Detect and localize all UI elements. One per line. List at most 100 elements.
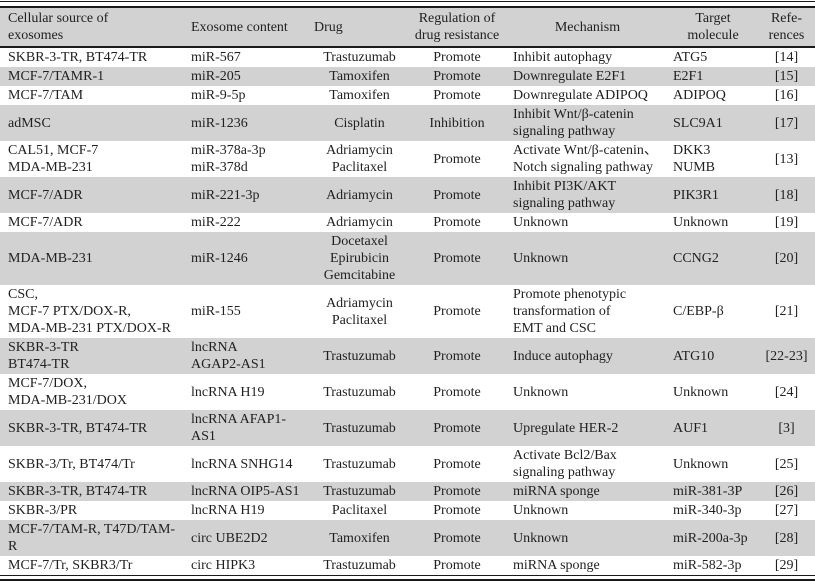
cell-mechanism: Unknown bbox=[513, 503, 569, 518]
cell-source: SKBR-3-TR, BT474-TR bbox=[8, 420, 148, 436]
table-body: SKBR-3-TR, BT474-TR miR-567 Trastuzumab Pro… bbox=[0, 47, 815, 576]
cell-mechanism: miRNA sponge bbox=[513, 558, 600, 573]
cell-mechanism: Promote phenotypic transformation of EMT… bbox=[513, 287, 627, 336]
cell-reference: [28] bbox=[774, 530, 799, 546]
cell-regulation: Inhibition bbox=[429, 115, 485, 131]
cell-regulation: Promote bbox=[433, 558, 481, 573]
cell-reference: [20] bbox=[774, 251, 799, 266]
cell-target: AUF1 bbox=[673, 420, 709, 436]
table-row: MCF-7/TAMR-1 miR-205 Tamoxifen Promote Downr… bbox=[0, 67, 815, 86]
cell-source: SKBR-3/PR bbox=[8, 503, 78, 518]
cell-target: CCNG2 bbox=[673, 251, 719, 266]
cell-drug: Trastuzumab bbox=[323, 420, 396, 436]
table-row: MCF-7/Tr, SKBR3/Tr circ HIPK3 Trastuzumab P… bbox=[0, 556, 815, 576]
cell-regulation: Promote bbox=[433, 151, 481, 167]
cell-drug: Adriamycin bbox=[326, 215, 393, 230]
cell-mechanism: Inhibit PI3K/AKT signaling pathway bbox=[513, 179, 617, 211]
cell-mechanism: Upregulate HER-2 bbox=[513, 420, 619, 436]
cell-drug: Trastuzumab bbox=[323, 50, 396, 65]
table-row: MCF-7/TAM-R, T47D/TAM-R circ UBE2D2 Tamoxi… bbox=[0, 520, 815, 556]
cell-regulation: Promote bbox=[433, 484, 481, 499]
cell-reference: [15] bbox=[774, 69, 799, 84]
cell-regulation: Promote bbox=[433, 187, 481, 203]
table-header-row: Cellular source of exosomes Exosome conte… bbox=[0, 8, 815, 47]
cell-source: SKBR-3-TR BT474-TR bbox=[8, 340, 79, 372]
cell-target: ADIPOQ bbox=[673, 88, 726, 103]
cell-source: MCF-7/ADR bbox=[8, 215, 83, 230]
cell-reference: [29] bbox=[774, 558, 799, 573]
column-header-regulation: Regulation of drug resistance bbox=[414, 11, 500, 43]
cell-mechanism: Downregulate E2F1 bbox=[513, 69, 627, 84]
cell-target: E2F1 bbox=[673, 69, 704, 84]
table-header: Cellular source of exosomes Exosome conte… bbox=[0, 8, 815, 47]
cell-reference: [14] bbox=[774, 50, 799, 65]
cell-regulation: Promote bbox=[433, 420, 481, 436]
cell-mechanism: Inhibit autophagy bbox=[513, 50, 613, 65]
cell-reference: [3] bbox=[778, 420, 795, 436]
cell-content: miR-567 bbox=[191, 50, 241, 65]
cell-content: circ UBE2D2 bbox=[191, 530, 268, 546]
cell-content: lncRNA H19 bbox=[191, 503, 265, 518]
table-row: adMSC miR-1236 Cisplatin Inhibition Inhibit … bbox=[0, 105, 815, 141]
table-row: CAL51, MCF-7 MDA-MB-231 miR-378a-3p miR-3… bbox=[0, 141, 815, 177]
table-row: SKBR-3-TR, BT474-TR lncRNA OIP5-AS1 Trastu… bbox=[0, 482, 815, 501]
cell-content: lncRNA H19 bbox=[191, 384, 265, 400]
cell-regulation: Promote bbox=[433, 215, 481, 230]
column-header-source: Cellular source of exosomes bbox=[8, 11, 109, 43]
column-header-drug: Drug bbox=[314, 19, 343, 35]
column-header-content: Exosome content bbox=[191, 19, 288, 35]
cell-source: MCF-7/Tr, SKBR3/Tr bbox=[8, 558, 133, 573]
cell-drug: Trastuzumab bbox=[323, 484, 396, 499]
cell-target: miR-200a-3p bbox=[673, 530, 748, 546]
cell-content: miR-1236 bbox=[191, 115, 248, 131]
cell-source: MDA-MB-231 bbox=[8, 251, 93, 266]
cell-drug: Adriamycin bbox=[326, 187, 393, 203]
cell-source: SKBR-3-TR, BT474-TR bbox=[8, 50, 148, 65]
table-row: SKBR-3-TR BT474-TR lncRNA AGAP2-AS1 Trastu… bbox=[0, 338, 815, 374]
cell-target: Unknown bbox=[673, 384, 729, 400]
cell-source: MCF-7/TAMR-1 bbox=[8, 69, 105, 84]
cell-mechanism: Downregulate ADIPOQ bbox=[513, 88, 648, 103]
table-row: MCF-7/DOX, MDA-MB-231/DOX lncRNA H19 Trast… bbox=[0, 374, 815, 410]
cell-content: lncRNA OIP5-AS1 bbox=[191, 484, 300, 499]
cell-drug: Tamoxifen bbox=[329, 69, 390, 84]
cell-target: miR-381-3P bbox=[673, 484, 743, 499]
cell-content: lncRNA AFAP1-AS1 bbox=[191, 412, 287, 444]
cell-content: miR-378a-3p miR-378d bbox=[191, 143, 266, 175]
cell-reference: [25] bbox=[774, 456, 799, 472]
cell-content: miR-9-5p bbox=[191, 88, 246, 103]
cell-source: SKBR-3-TR, BT474-TR bbox=[8, 484, 148, 499]
table-row: SKBR-3/PR lncRNA H19 Paclitaxel Promote Unkn… bbox=[0, 501, 815, 520]
cell-reference: [16] bbox=[774, 88, 799, 103]
cell-mechanism: Unknown bbox=[513, 530, 569, 546]
cell-content: miR-222 bbox=[191, 215, 241, 230]
cell-regulation: Promote bbox=[433, 50, 481, 65]
table-row: SKBR-3-TR, BT474-TR miR-567 Trastuzumab Pro… bbox=[0, 47, 815, 67]
exosome-drug-resistance-table: Cellular source of exosomes Exosome conte… bbox=[0, 8, 815, 576]
cell-content: miR-1246 bbox=[191, 251, 248, 266]
cell-content: miR-155 bbox=[191, 304, 241, 319]
cell-target: Unknown bbox=[673, 215, 729, 230]
cell-regulation: Promote bbox=[433, 88, 481, 103]
cell-reference: [17] bbox=[774, 115, 799, 131]
cell-target: DKK3 NUMB bbox=[673, 143, 716, 175]
cell-content: lncRNA AGAP2-AS1 bbox=[191, 340, 266, 372]
cell-target: ATG5 bbox=[673, 50, 708, 65]
cell-regulation: Promote bbox=[433, 503, 481, 518]
cell-drug: Trastuzumab bbox=[323, 384, 396, 400]
cell-reference: [21] bbox=[774, 304, 799, 319]
cell-drug: Trastuzumab bbox=[323, 456, 396, 472]
cell-source: CSC, MCF-7 PTX/DOX-R, MDA-MB-231 PTX/DOX… bbox=[8, 287, 171, 336]
cell-regulation: Promote bbox=[433, 304, 481, 319]
cell-reference: [19] bbox=[774, 215, 799, 230]
table-top-thin-rule bbox=[0, 1, 815, 2]
cell-source: SKBR-3/Tr, BT474/Tr bbox=[8, 456, 135, 472]
cell-target: ATG10 bbox=[673, 348, 715, 364]
cell-drug: Paclitaxel bbox=[331, 503, 388, 518]
cell-target: PIK3R1 bbox=[673, 187, 719, 203]
cell-drug: Cisplatin bbox=[334, 115, 385, 131]
cell-mechanism: Activate Bcl2/Bax signaling pathway bbox=[513, 448, 617, 480]
column-header-mechanism: Mechanism bbox=[554, 19, 621, 35]
table-row: MCF-7/ADR miR-221-3p Adriamycin Promote Inhi… bbox=[0, 177, 815, 213]
table-row: SKBR-3-TR, BT474-TR lncRNA AFAP1-AS1 Trast… bbox=[0, 410, 815, 446]
